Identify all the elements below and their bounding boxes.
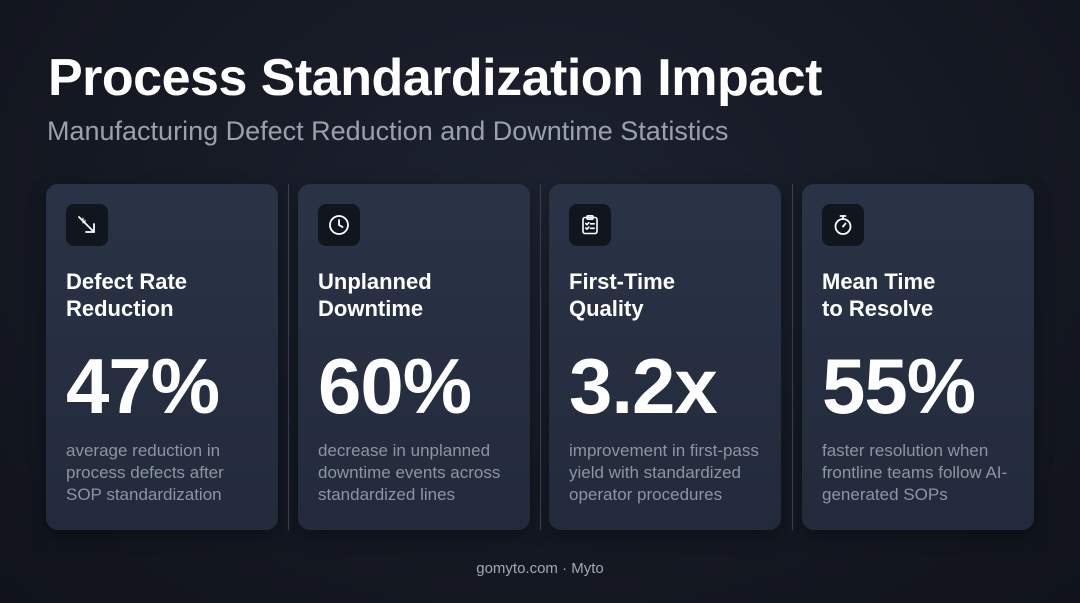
card-divider: [792, 184, 793, 530]
stat-card-title: Defect Rate Reduction: [66, 269, 188, 321]
card-divider: [288, 184, 289, 530]
stat-card-value: 47%: [66, 342, 220, 430]
page-subtitle: Manufacturing Defect Reduction and Downt…: [47, 116, 729, 146]
clipboard-check-icon: [569, 204, 611, 246]
stat-card-title: Unplanned Downtime: [318, 269, 432, 321]
stat-card-description: average reduction in process defects aft…: [66, 441, 224, 504]
stat-card-description: improvement in first-pass yield with sta…: [569, 441, 759, 504]
card-divider: [540, 184, 541, 530]
stat-card-first-time-quality: First-Time Quality 3.2x improvement in f…: [549, 184, 781, 530]
clock-icon: [318, 204, 360, 246]
stat-card-value: 60%: [318, 342, 472, 430]
stat-card-value: 3.2x: [569, 342, 718, 430]
stat-card-description: decrease in unplanned downtime events ac…: [318, 441, 501, 504]
page-title: Process Standardization Impact: [48, 49, 822, 107]
stopwatch-icon: [822, 204, 864, 246]
stat-card-title: Mean Time to Resolve: [822, 269, 936, 321]
stat-card-defect-rate: Defect Rate Reduction 47% average reduct…: [46, 184, 278, 530]
stat-card-value: 55%: [822, 342, 976, 430]
stat-card-description: faster resolution when frontline teams f…: [822, 441, 1008, 504]
stat-cards: Defect Rate Reduction 47% average reduct…: [46, 184, 1036, 530]
footer-credit: gomyto.com · Myto: [476, 560, 604, 577]
trending-down-icon: [66, 204, 108, 246]
stat-card-unplanned-downtime: Unplanned Downtime 60% decrease in unpla…: [298, 184, 530, 530]
stat-card-title: First-Time Quality: [569, 269, 675, 321]
stat-card-mean-time-to-resolve: Mean Time to Resolve 55% faster resoluti…: [802, 184, 1034, 530]
